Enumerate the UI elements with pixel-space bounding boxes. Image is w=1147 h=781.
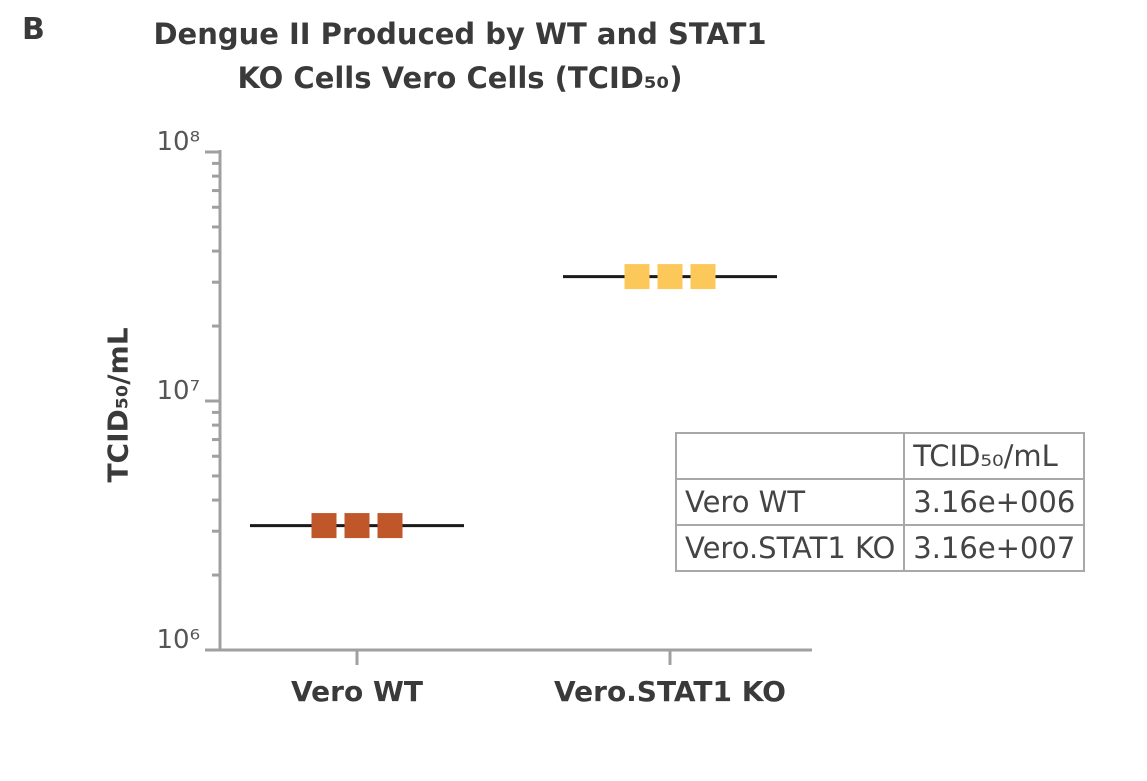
table-cell: Vero WT: [674, 478, 906, 526]
data-point: [657, 264, 683, 290]
table-header: TCID₅₀/mL: [674, 432, 1086, 480]
data-point: [311, 513, 337, 539]
table-cell: 3.16e+007: [903, 524, 1086, 572]
table-header-cell: TCID₅₀/mL: [903, 432, 1086, 480]
y-tick-label: 10⁶: [156, 625, 200, 655]
table-row: Vero.STAT1 KO 3.16e+007: [674, 524, 1086, 572]
table-cell: 3.16e+006: [903, 478, 1086, 526]
data-point: [344, 513, 370, 539]
chart-title: Dengue II Produced by WT and STAT1 KO Ce…: [153, 17, 767, 95]
data-point: [690, 264, 716, 290]
data-point: [624, 264, 650, 290]
table-row: Vero WT 3.16e+006: [674, 478, 1086, 526]
y-tick-label: 10⁷: [156, 376, 200, 406]
y-tick-label: 10⁸: [156, 127, 200, 157]
x-tick-label: Vero.STAT1 KO: [554, 675, 786, 708]
panel-label: B: [22, 12, 45, 47]
x-tick-label: Vero WT: [291, 675, 423, 708]
table-corner: [674, 432, 906, 480]
data-point: [377, 513, 403, 539]
summary-table: TCID₅₀/mL Vero WT 3.16e+006 Vero.STAT1 K…: [674, 432, 1086, 572]
table-cell: Vero.STAT1 KO: [674, 524, 906, 572]
